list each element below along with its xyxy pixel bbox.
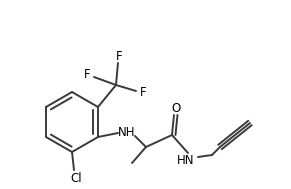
Text: O: O [171, 101, 181, 115]
Text: F: F [84, 68, 90, 81]
Text: HN: HN [177, 154, 195, 167]
Text: NH: NH [118, 125, 136, 139]
Text: F: F [140, 85, 146, 98]
Text: F: F [116, 50, 122, 64]
Text: Cl: Cl [70, 173, 82, 185]
